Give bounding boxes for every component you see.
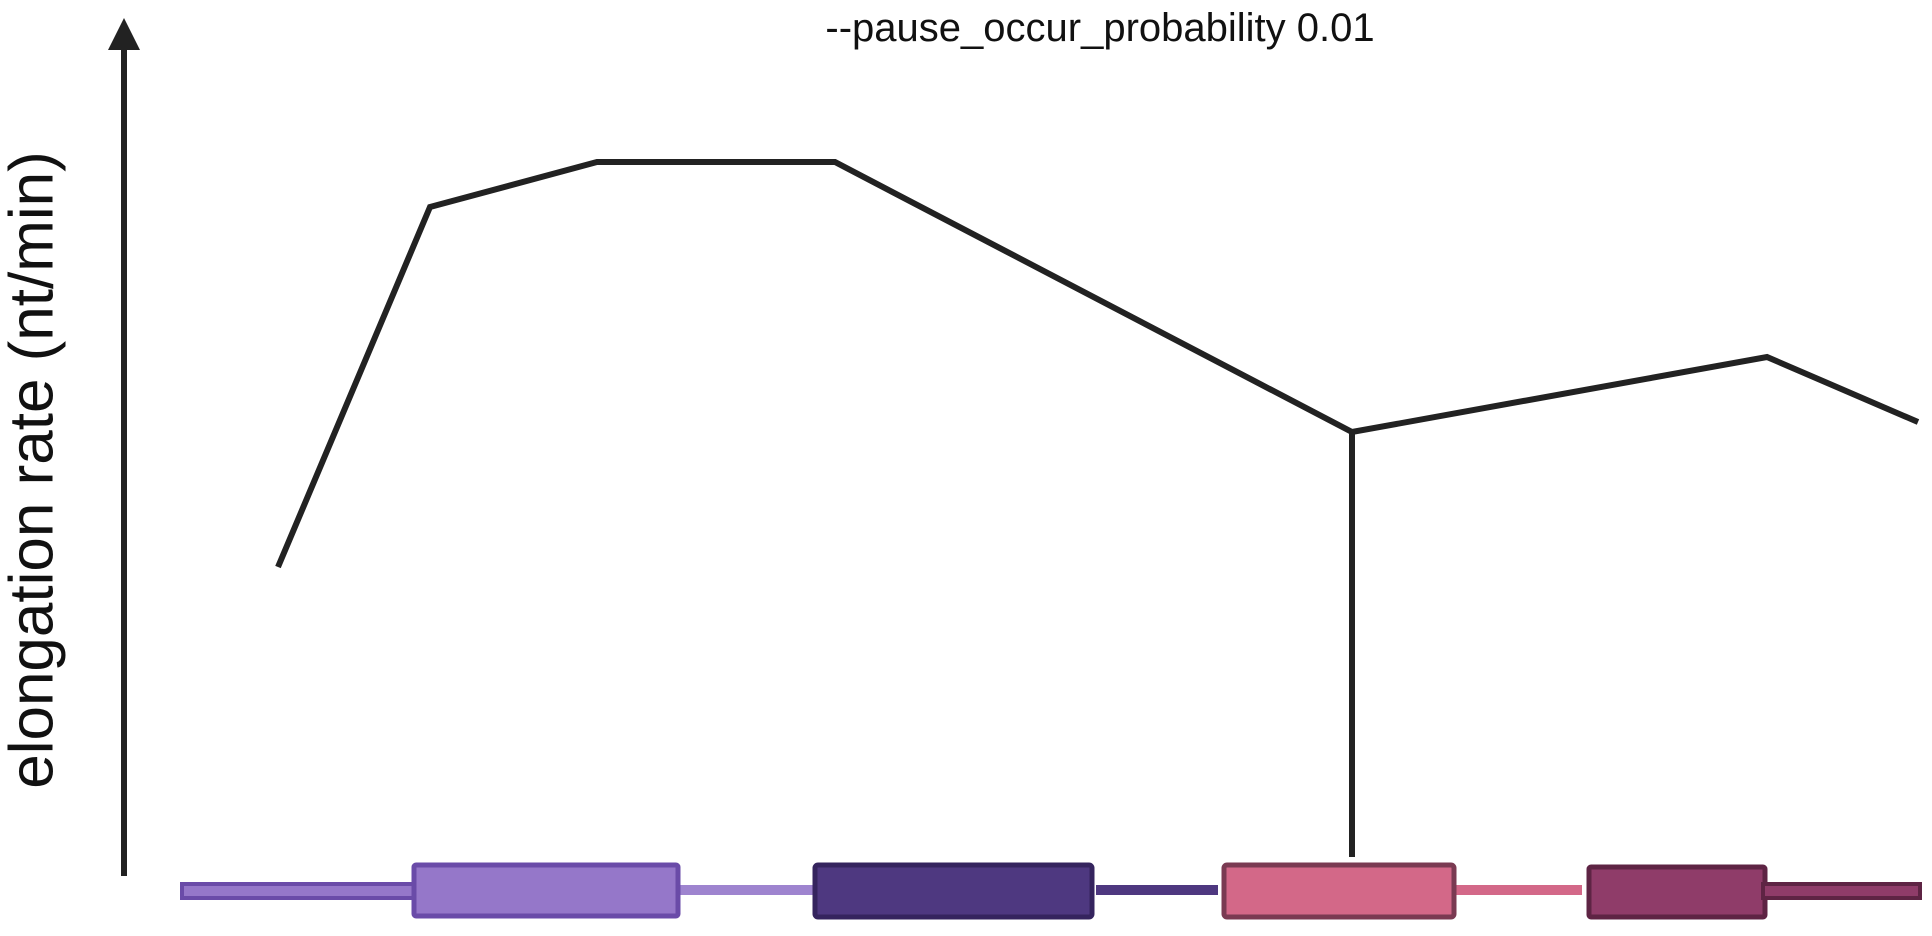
elongation-rate-line [275, 159, 1920, 569]
utr-3-box [1761, 882, 1922, 900]
y-axis-arrowhead [108, 18, 140, 50]
exon-3-box [1221, 862, 1457, 920]
diagram-title: --pause_occur_probability 0.01 [825, 6, 1375, 50]
exon-1-box [411, 862, 681, 919]
exon-2-box [812, 862, 1095, 920]
exon-4-box [1586, 864, 1768, 920]
utr-5-box [180, 882, 419, 900]
